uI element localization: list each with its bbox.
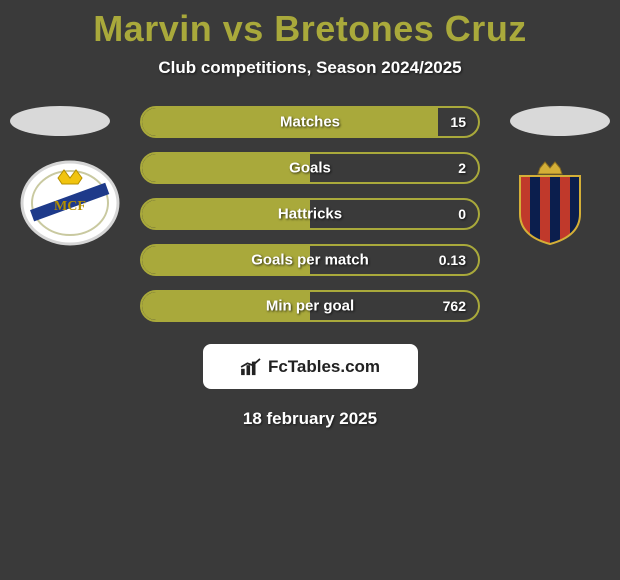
- club-crest-left: MCF: [20, 160, 120, 246]
- comparison-panel: MCF Matches 15 Goals 2 Hattricks 0 Goals per m…: [0, 106, 620, 429]
- stat-bar: Goals 2: [140, 152, 480, 184]
- stat-bar: Hattricks 0: [140, 198, 480, 230]
- svg-text:MCF: MCF: [54, 199, 86, 214]
- page-title: Marvin vs Bretones Cruz: [0, 0, 620, 50]
- subtitle: Club competitions, Season 2024/2025: [0, 58, 620, 78]
- stat-bar-value: 15: [450, 114, 466, 130]
- stat-bar-label: Goals per match: [251, 252, 369, 269]
- chart-icon: [240, 358, 262, 376]
- stat-bar: Min per goal 762: [140, 290, 480, 322]
- stat-bar-value: 762: [443, 298, 466, 314]
- brand-badge[interactable]: FcTables.com: [203, 344, 418, 389]
- stat-bar: Matches 15: [140, 106, 480, 138]
- brand-text: FcTables.com: [268, 357, 380, 377]
- stat-bar-label: Goals: [289, 160, 331, 177]
- date-label: 18 february 2025: [0, 409, 620, 429]
- stat-bar: Goals per match 0.13: [140, 244, 480, 276]
- club-crest-right: [500, 160, 600, 246]
- stat-bar-value: 2: [458, 160, 466, 176]
- stat-bar-label: Matches: [280, 114, 340, 131]
- stat-bars: Matches 15 Goals 2 Hattricks 0 Goals per match…: [140, 106, 480, 322]
- stat-bar-value: 0.13: [439, 252, 466, 268]
- stat-bar-fill: [142, 154, 310, 182]
- stat-bar-value: 0: [458, 206, 466, 222]
- player-photo-left-placeholder: [10, 106, 110, 136]
- stat-bar-label: Min per goal: [266, 298, 354, 315]
- stat-bar-label: Hattricks: [278, 206, 342, 223]
- player-photo-right-placeholder: [510, 106, 610, 136]
